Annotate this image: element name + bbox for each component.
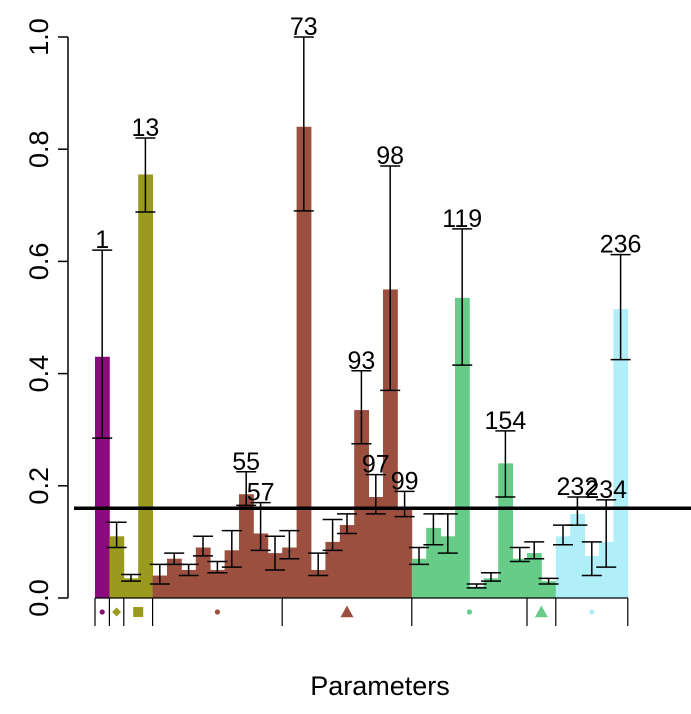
bar	[527, 553, 542, 598]
group-marker-triangle	[340, 605, 354, 618]
bar	[167, 558, 182, 598]
x-axis-label: Parameters	[310, 671, 450, 701]
group-marker-square	[133, 607, 144, 617]
group-marker-triangle	[534, 605, 548, 618]
y-tick-label: 0.0	[24, 579, 54, 617]
bar	[368, 497, 384, 598]
group-marker-circle	[99, 609, 105, 615]
bar-label: 232	[557, 473, 599, 501]
bar	[555, 536, 571, 598]
bar	[325, 541, 341, 598]
bar	[455, 297, 470, 598]
bar	[109, 536, 125, 598]
y-tick-label: 1.0	[24, 18, 54, 56]
y-tick-label: 0.4	[24, 355, 54, 393]
bar	[483, 578, 499, 598]
error-bars-layer	[92, 36, 631, 589]
bar	[181, 569, 197, 598]
bar	[296, 126, 312, 598]
bar	[152, 575, 168, 598]
bar-label: 73	[290, 13, 318, 41]
bar	[354, 410, 369, 598]
bar	[195, 547, 211, 598]
bar	[599, 541, 614, 598]
bar	[469, 586, 485, 598]
bar	[311, 569, 326, 598]
bar-label: 154	[485, 407, 527, 435]
group-marker-diamond	[112, 607, 122, 617]
bar	[584, 555, 600, 598]
group-axis	[94, 597, 629, 626]
bar	[397, 508, 413, 598]
bar	[282, 547, 297, 598]
y-tick-label: 0.8	[24, 130, 54, 168]
bar-label: 57	[247, 479, 275, 507]
bar-label: 99	[391, 467, 419, 495]
y-tick-label: 0.2	[24, 467, 54, 505]
bar	[440, 536, 456, 598]
bar-label: 119	[442, 205, 482, 233]
bar	[613, 309, 629, 598]
bar	[210, 569, 225, 598]
bar-label: 1	[95, 226, 109, 254]
bar-label: 234	[585, 476, 627, 504]
bar-label: 55	[232, 448, 260, 476]
group-marker-circle	[589, 609, 595, 615]
bars-layer	[95, 126, 629, 598]
bar-label: 93	[347, 347, 375, 375]
bar	[383, 289, 398, 598]
bar	[138, 174, 153, 598]
bar-label: 236	[600, 231, 642, 259]
bar	[224, 550, 240, 598]
bar	[267, 553, 283, 598]
bar-label: 98	[376, 142, 404, 170]
bar-label: 13	[131, 114, 159, 142]
bar	[512, 558, 528, 598]
bar	[123, 578, 139, 598]
bar	[411, 558, 427, 598]
group-marker-circle	[466, 609, 472, 615]
bar	[95, 356, 110, 598]
y-axis: 0.0 0.2 0.4 0.6 0.8 1.0	[24, 18, 69, 617]
y-tick-label: 0.6	[24, 243, 54, 281]
bar	[570, 513, 585, 598]
bar-label: 97	[362, 451, 390, 479]
group-marker-circle	[214, 609, 220, 615]
bar	[239, 494, 254, 598]
bar	[339, 525, 355, 598]
bar	[541, 581, 557, 598]
